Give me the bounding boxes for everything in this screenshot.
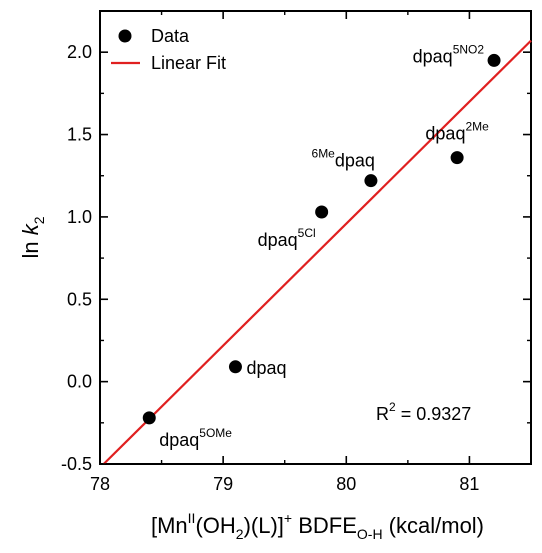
data-point <box>228 360 242 374</box>
annotation-tail: = 0.9327 <box>396 404 472 424</box>
x-tick-label: 79 <box>213 474 233 494</box>
y-tick-label: -0.5 <box>61 454 92 474</box>
x-title-sup: + <box>284 510 292 526</box>
annotation-main: R <box>376 404 389 424</box>
point-label: dpaq <box>246 358 286 378</box>
data-point <box>364 174 378 188</box>
point-label-base: dpaq <box>246 358 286 378</box>
x-axis-title: [MnII(OH2)(L)]+ BDFEO-H (kcal/mol) <box>151 510 484 542</box>
legend-label: Linear Fit <box>151 53 226 73</box>
axis-titles: [MnII(OH2)(L)]+ BDFEO-H (kcal/mol)ln k2 <box>18 216 484 542</box>
x-title-part: )(L)] <box>244 513 284 538</box>
data-point <box>142 411 156 425</box>
point-label-base: dpaq <box>335 151 375 171</box>
data-point <box>315 205 329 219</box>
x-title-part: (kcal/mol) <box>383 513 484 538</box>
y-tick-label: 0.5 <box>67 289 92 309</box>
annotation-group: R2 = 0.9327 <box>376 400 471 424</box>
point-label-sup: 5Cl <box>298 226 316 240</box>
y-tick-label: 1.0 <box>67 207 92 227</box>
linear-fit-line <box>102 39 532 465</box>
plot-area <box>99 10 532 465</box>
data-points-group <box>142 53 501 425</box>
point-label-base: dpaq <box>425 124 465 144</box>
y-title-italic: k <box>18 223 43 235</box>
point-label: dpaq5NO2 <box>413 42 485 66</box>
y-tick-label: 1.5 <box>67 125 92 145</box>
plot-frame <box>99 10 532 465</box>
point-label-pre: 6Me <box>312 147 336 161</box>
x-title-part: BDFE <box>292 513 357 538</box>
point-label-sup: 5NO2 <box>453 42 485 56</box>
x-title-sub: 2 <box>236 526 244 542</box>
legend-marker <box>118 29 132 43</box>
point-label: dpaq2Me <box>425 120 489 144</box>
x-title-part: [Mn <box>151 513 188 538</box>
data-point <box>450 151 464 165</box>
y-title-sub: 2 <box>31 216 47 224</box>
x-title-sub: O-H <box>357 526 383 542</box>
x-tick-label: 81 <box>459 474 479 494</box>
axis-ticks-group: 78 79 80 81 -0.5 0.0 0.5 1.0 1.5 2.0 <box>61 11 531 494</box>
x-tick-label: 80 <box>336 474 356 494</box>
point-label: 6Medpaq <box>312 147 375 171</box>
y-tick-label: 2.0 <box>67 42 92 62</box>
point-label-sup: 5OMe <box>199 426 232 440</box>
point-label-base: dpaq <box>159 430 199 450</box>
legend: Data Linear Fit <box>111 26 226 73</box>
x-title-sup: II <box>188 510 196 526</box>
data-point <box>487 53 501 67</box>
legend-label: Data <box>151 26 190 46</box>
point-label: dpaq5Cl <box>258 226 316 250</box>
point-label-sup: 2Me <box>465 120 489 134</box>
point-labels-group: dpaq5OMedpaqdpaq5Cl6Medpaqdpaq2Medpaq5NO… <box>159 42 489 449</box>
y-tick-label: 0.0 <box>67 372 92 392</box>
fit-line-group <box>102 39 532 465</box>
y-axis-title: ln k2 <box>18 216 47 258</box>
point-label-base: dpaq <box>258 230 298 250</box>
point-label: dpaq5OMe <box>159 426 232 450</box>
y-title-part: ln <box>18 235 43 258</box>
r-squared-annotation: R2 = 0.9327 <box>376 400 471 424</box>
point-label-base: dpaq <box>413 46 453 66</box>
x-title-part: (OH <box>195 513 235 538</box>
annotation-sup: 2 <box>389 400 396 414</box>
x-tick-label: 78 <box>90 474 110 494</box>
